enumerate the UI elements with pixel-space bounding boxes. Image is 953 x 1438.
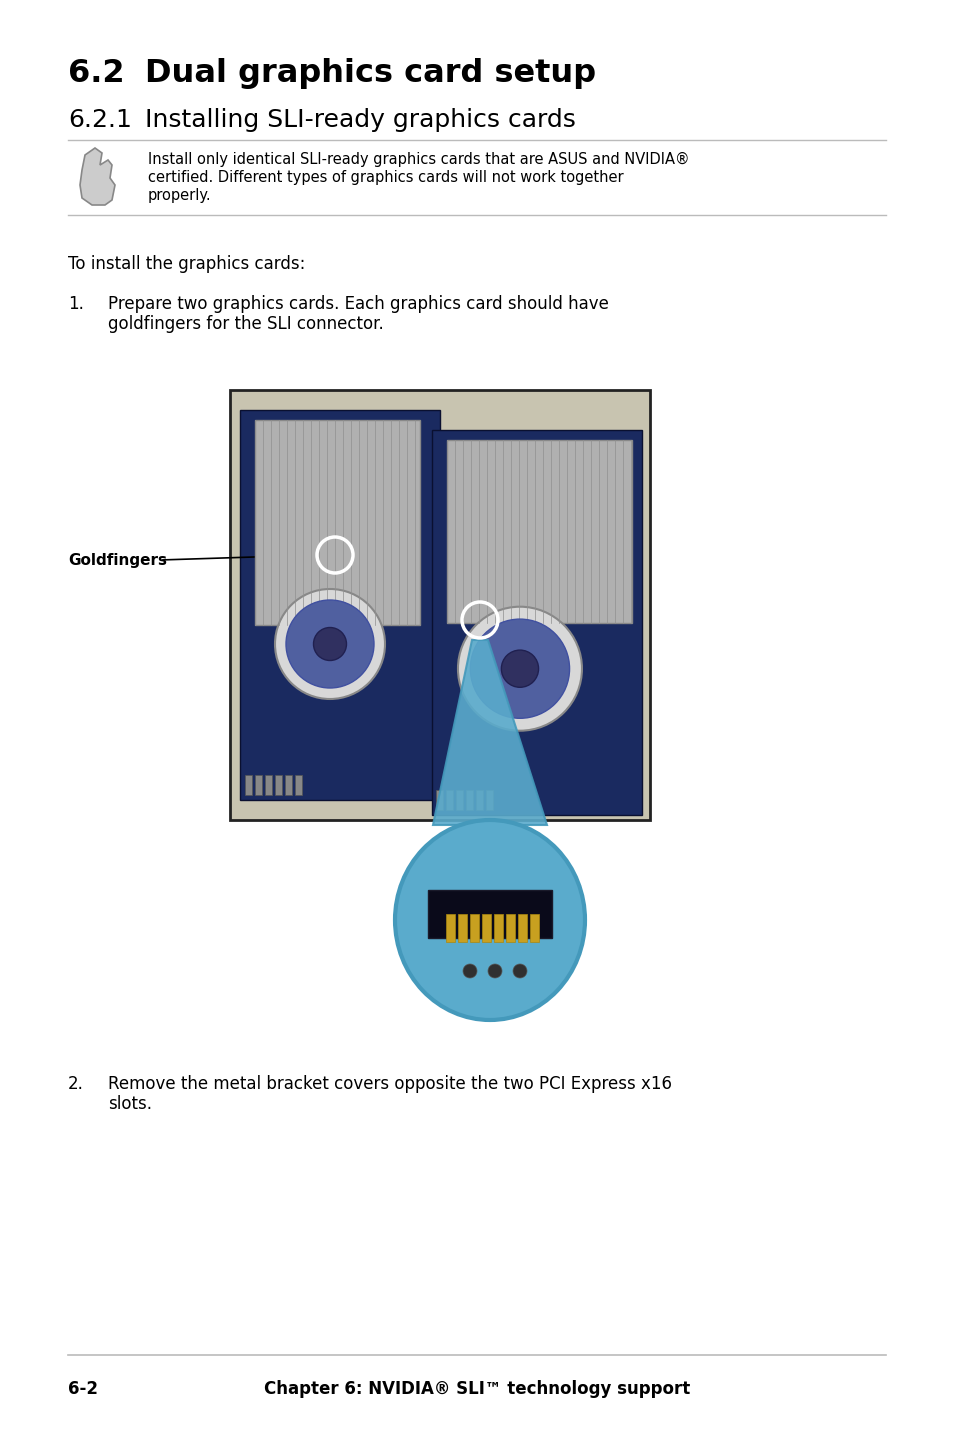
Ellipse shape: [395, 820, 584, 1020]
Circle shape: [470, 620, 569, 719]
FancyBboxPatch shape: [254, 420, 419, 624]
Circle shape: [314, 627, 346, 660]
FancyBboxPatch shape: [240, 410, 439, 800]
FancyBboxPatch shape: [465, 789, 473, 810]
Circle shape: [457, 607, 581, 731]
Text: 6.2.1: 6.2.1: [68, 108, 132, 132]
Text: Installing SLI-ready graphics cards: Installing SLI-ready graphics cards: [145, 108, 576, 132]
Circle shape: [513, 963, 526, 978]
FancyBboxPatch shape: [265, 775, 272, 795]
Text: 2.: 2.: [68, 1076, 84, 1093]
FancyBboxPatch shape: [446, 789, 453, 810]
FancyBboxPatch shape: [285, 775, 292, 795]
Circle shape: [501, 650, 538, 687]
FancyBboxPatch shape: [254, 775, 262, 795]
Text: 1.: 1.: [68, 295, 84, 313]
Circle shape: [488, 963, 501, 978]
FancyBboxPatch shape: [274, 775, 282, 795]
FancyBboxPatch shape: [476, 789, 482, 810]
FancyBboxPatch shape: [456, 789, 462, 810]
Text: Remove the metal bracket covers opposite the two PCI Express x16: Remove the metal bracket covers opposite…: [108, 1076, 671, 1093]
Circle shape: [274, 590, 385, 699]
FancyBboxPatch shape: [517, 915, 526, 942]
Text: Goldfingers: Goldfingers: [68, 552, 167, 568]
FancyBboxPatch shape: [431, 430, 641, 815]
FancyBboxPatch shape: [230, 390, 649, 820]
FancyBboxPatch shape: [436, 789, 442, 810]
Circle shape: [286, 600, 374, 687]
Text: 6-2: 6-2: [68, 1380, 98, 1398]
FancyBboxPatch shape: [446, 440, 631, 623]
FancyBboxPatch shape: [494, 915, 502, 942]
FancyBboxPatch shape: [245, 775, 252, 795]
Text: Dual graphics card setup: Dual graphics card setup: [145, 58, 596, 89]
Text: certified. Different types of graphics cards will not work together: certified. Different types of graphics c…: [148, 170, 623, 186]
Text: properly.: properly.: [148, 188, 212, 203]
Text: Install only identical SLI-ready graphics cards that are ASUS and NVIDIA®: Install only identical SLI-ready graphic…: [148, 152, 689, 167]
Text: 6.2: 6.2: [68, 58, 125, 89]
Text: goldfingers for the SLI connector.: goldfingers for the SLI connector.: [108, 315, 383, 334]
Text: Chapter 6: NVIDIA® SLI™ technology support: Chapter 6: NVIDIA® SLI™ technology suppo…: [264, 1380, 689, 1398]
FancyBboxPatch shape: [481, 915, 491, 942]
Polygon shape: [80, 148, 115, 206]
Circle shape: [462, 963, 476, 978]
FancyBboxPatch shape: [457, 915, 467, 942]
FancyBboxPatch shape: [428, 890, 551, 938]
FancyBboxPatch shape: [470, 915, 478, 942]
Text: To install the graphics cards:: To install the graphics cards:: [68, 255, 305, 273]
Text: Prepare two graphics cards. Each graphics card should have: Prepare two graphics cards. Each graphic…: [108, 295, 608, 313]
FancyBboxPatch shape: [485, 789, 493, 810]
Text: slots.: slots.: [108, 1094, 152, 1113]
Polygon shape: [433, 640, 546, 825]
FancyBboxPatch shape: [294, 775, 302, 795]
FancyBboxPatch shape: [446, 915, 455, 942]
FancyBboxPatch shape: [505, 915, 515, 942]
FancyBboxPatch shape: [530, 915, 538, 942]
